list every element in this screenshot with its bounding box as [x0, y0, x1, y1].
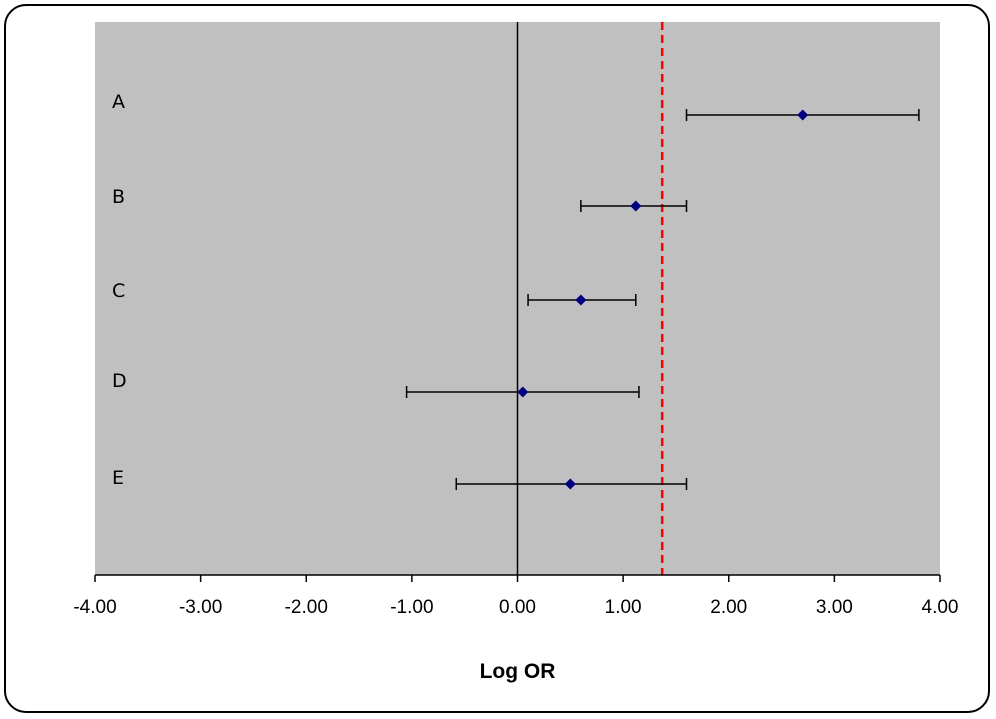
x-tick-label: -2.00 — [285, 597, 328, 618]
x-tick-label: -3.00 — [179, 597, 222, 618]
x-tick-label: -1.00 — [390, 597, 433, 618]
x-axis-title: Log OR — [480, 660, 556, 683]
x-tick-label: -4.00 — [73, 597, 116, 618]
x-tick-label: 3.00 — [816, 597, 853, 618]
point-estimate-marker — [564, 478, 576, 490]
chart-frame — [4, 4, 990, 713]
x-tick-label: 1.00 — [605, 597, 642, 618]
point-estimate-marker — [797, 109, 809, 121]
point-estimate-marker — [630, 200, 642, 212]
category-label: B — [112, 186, 125, 208]
chart-marks: -4.00 -3.00 -2.00 -1.00 0.00 1.00 2.00 3.00 4.00… — [73, 22, 958, 618]
category-label: E — [112, 467, 124, 489]
point-estimate-marker — [575, 294, 587, 306]
point-estimate-marker — [517, 386, 529, 398]
category-label: C — [112, 280, 125, 302]
category-label: A — [112, 91, 125, 113]
x-tick-label: 2.00 — [710, 597, 747, 618]
x-tick-label: 0.00 — [499, 597, 536, 618]
category-label: D — [112, 370, 127, 392]
x-tick-label: 4.00 — [922, 597, 959, 618]
